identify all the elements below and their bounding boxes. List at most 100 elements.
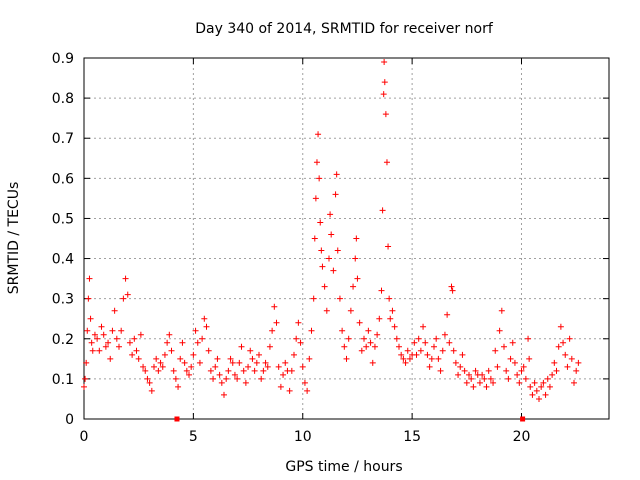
data-point xyxy=(94,335,101,342)
data-point xyxy=(470,383,477,390)
data-point xyxy=(275,363,282,370)
data-point xyxy=(562,351,569,358)
data-point xyxy=(400,355,407,362)
data-point xyxy=(140,363,147,370)
data-point xyxy=(234,375,241,382)
data-point xyxy=(96,347,103,354)
data-point xyxy=(494,363,501,370)
data-point xyxy=(126,339,133,346)
data-point xyxy=(164,339,171,346)
data-point xyxy=(487,375,494,382)
data-point xyxy=(386,295,393,302)
data-point xyxy=(199,335,206,342)
data-point xyxy=(227,355,234,362)
data-point xyxy=(347,307,354,314)
data-point xyxy=(485,367,492,374)
data-point xyxy=(441,331,448,338)
data-point xyxy=(304,387,311,394)
data-point xyxy=(404,347,411,354)
data-point xyxy=(379,207,386,214)
data-point xyxy=(253,359,260,366)
data-point xyxy=(529,391,536,398)
x-tick-label: 15 xyxy=(403,429,421,445)
data-point xyxy=(365,327,372,334)
data-point xyxy=(328,231,335,238)
data-point xyxy=(498,307,505,314)
data-point xyxy=(308,327,315,334)
data-point xyxy=(424,351,431,358)
data-point xyxy=(352,255,359,262)
data-point xyxy=(207,367,214,374)
data-point xyxy=(557,323,564,330)
data-point xyxy=(166,331,173,338)
data-point xyxy=(311,235,318,242)
data-point xyxy=(210,375,217,382)
data-point xyxy=(381,59,388,66)
data-point xyxy=(396,343,402,350)
data-point xyxy=(85,295,92,302)
data-point xyxy=(354,275,361,282)
y-tick-label: 0.2 xyxy=(52,332,74,348)
data-point xyxy=(216,371,223,378)
data-point xyxy=(431,343,437,350)
data-points xyxy=(81,59,582,402)
data-point xyxy=(476,379,483,386)
data-point xyxy=(391,323,398,330)
data-point xyxy=(378,287,385,294)
data-point xyxy=(501,343,507,350)
data-point xyxy=(113,335,120,342)
data-point xyxy=(455,371,462,378)
data-point xyxy=(231,371,238,378)
data-point xyxy=(538,383,545,390)
data-point xyxy=(496,327,503,334)
data-point xyxy=(282,359,289,366)
data-point xyxy=(573,367,580,374)
data-point xyxy=(411,339,418,346)
x-tick-label: 5 xyxy=(189,429,198,445)
data-point xyxy=(271,303,278,310)
y-tick-label: 0.8 xyxy=(52,91,74,107)
x-tick-label: 10 xyxy=(294,429,312,445)
data-point xyxy=(310,295,317,302)
data-point xyxy=(225,367,232,374)
data-point xyxy=(286,387,293,394)
data-point xyxy=(159,363,166,370)
grid xyxy=(84,58,609,419)
data-point xyxy=(288,367,295,374)
data-point xyxy=(179,339,186,346)
data-point xyxy=(536,395,542,402)
data-point xyxy=(247,347,254,354)
data-point xyxy=(433,335,440,342)
data-point xyxy=(387,315,394,322)
data-point xyxy=(221,391,227,398)
data-point xyxy=(146,379,153,386)
data-point xyxy=(86,275,93,282)
data-point xyxy=(481,375,488,382)
data-point xyxy=(102,343,109,350)
data-point xyxy=(507,355,514,362)
data-point xyxy=(566,335,573,342)
data-point xyxy=(105,339,112,346)
data-point xyxy=(472,367,479,374)
data-point xyxy=(181,359,188,366)
data-point xyxy=(363,343,370,350)
data-point xyxy=(229,359,236,366)
data-point xyxy=(490,379,497,386)
chart-title: Day 340 of 2014, SRMTID for receiver nor… xyxy=(195,21,494,37)
data-point xyxy=(542,391,549,398)
y-tick-label: 0.6 xyxy=(52,171,74,187)
axis-ticks: 0 0.1 0.2 0.3 0.4 0.5 0.6 0.7 0.8 0.9 0 5 10 15 20 xyxy=(52,51,609,445)
data-point xyxy=(312,195,319,202)
data-point xyxy=(326,255,332,262)
data-point xyxy=(546,383,553,390)
data-point xyxy=(428,355,435,362)
data-point xyxy=(238,343,245,350)
data-point xyxy=(293,335,300,342)
data-point xyxy=(444,311,451,318)
data-point xyxy=(190,351,197,358)
data-point xyxy=(452,359,459,366)
data-point xyxy=(236,359,243,366)
data-point xyxy=(385,243,392,250)
data-point xyxy=(240,367,247,374)
data-point xyxy=(91,331,98,338)
